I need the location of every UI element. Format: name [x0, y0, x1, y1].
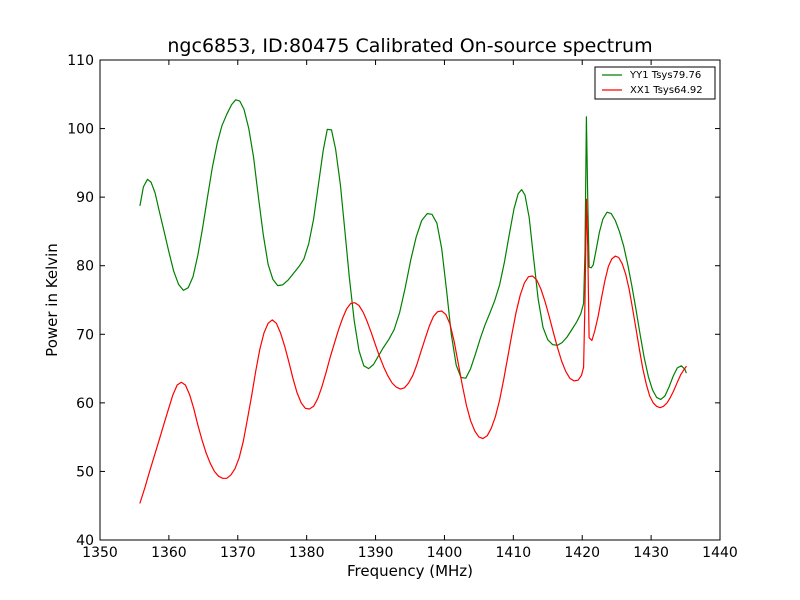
x-tick-label: 1410	[496, 545, 532, 561]
x-tick-label: 1370	[220, 545, 256, 561]
x-tick-label: 1390	[358, 545, 394, 561]
y-tick-label: 110	[67, 53, 94, 69]
series-line-xx1	[139, 198, 687, 504]
plot-frame	[99, 59, 721, 541]
x-tick-label: 1440	[702, 545, 738, 561]
y-tick-label: 40	[76, 533, 94, 549]
chart-title: ngc6853, ID:80475 Calibrated On-source s…	[167, 35, 652, 57]
x-axis-label: Frequency (MHz)	[347, 562, 473, 580]
y-tick-label: 70	[76, 327, 94, 343]
plot-area	[100, 60, 720, 540]
series-line-yy1	[139, 99, 687, 400]
y-tick-label: 80	[76, 259, 94, 275]
x-tick-label: 1430	[633, 545, 669, 561]
legend: YY1 Tsys79.76 XX1 Tsys64.92	[594, 66, 716, 100]
ticks-layer: 1350 1360 1370 1380 1390 1400 1410 1420 1430 1440…	[67, 53, 738, 561]
x-tick-label: 1380	[289, 545, 325, 561]
y-tick-label: 100	[67, 122, 94, 138]
y-tick-label: 90	[76, 190, 94, 206]
legend-label-yy1: YY1 Tsys79.76	[629, 70, 701, 81]
x-tick-label: 1420	[564, 545, 600, 561]
legend-label-xx1: XX1 Tsys64.92	[630, 85, 703, 96]
x-tick-label: 1360	[151, 545, 187, 561]
y-tick-label: 50	[76, 464, 94, 480]
legend-box	[594, 66, 716, 100]
y-tick-label: 60	[76, 396, 94, 412]
y-axis-label: Power in Kelvin	[43, 243, 61, 357]
x-tick-label: 1400	[427, 545, 463, 561]
x-tick-label: 1350	[82, 545, 118, 561]
series-layer	[139, 99, 687, 504]
